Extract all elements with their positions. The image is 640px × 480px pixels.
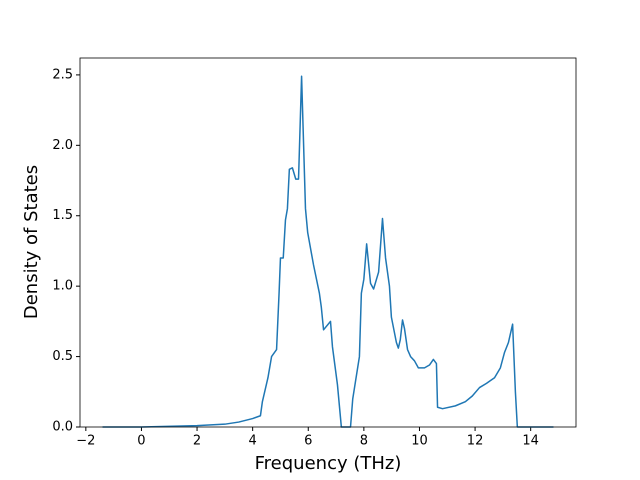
- x-tick-label: 10: [411, 434, 428, 449]
- y-tick-label: 2.5: [52, 67, 73, 82]
- y-tick-label: 1.0: [52, 279, 73, 294]
- plot-frame: [79, 57, 577, 428]
- y-axis-label: Density of States: [21, 165, 42, 319]
- y-tick-label: 0.5: [52, 349, 73, 364]
- x-tick-label: 0: [137, 434, 145, 449]
- x-tick-label: 2: [193, 434, 201, 449]
- y-tick-label: 1.5: [52, 208, 73, 223]
- x-axis-label: Frequency (THz): [255, 453, 402, 474]
- x-tick-label: 6: [304, 434, 312, 449]
- x-tick-label: −2: [76, 434, 95, 449]
- y-tick-label: 2.0: [52, 138, 73, 153]
- line: [102, 75, 554, 428]
- y-tick-label: 0.0: [52, 420, 73, 435]
- x-tick-label: 8: [360, 434, 368, 449]
- x-tick-label: 4: [249, 434, 257, 449]
- x-tick-label: 14: [522, 434, 539, 449]
- x-tick-label: 12: [467, 434, 484, 449]
